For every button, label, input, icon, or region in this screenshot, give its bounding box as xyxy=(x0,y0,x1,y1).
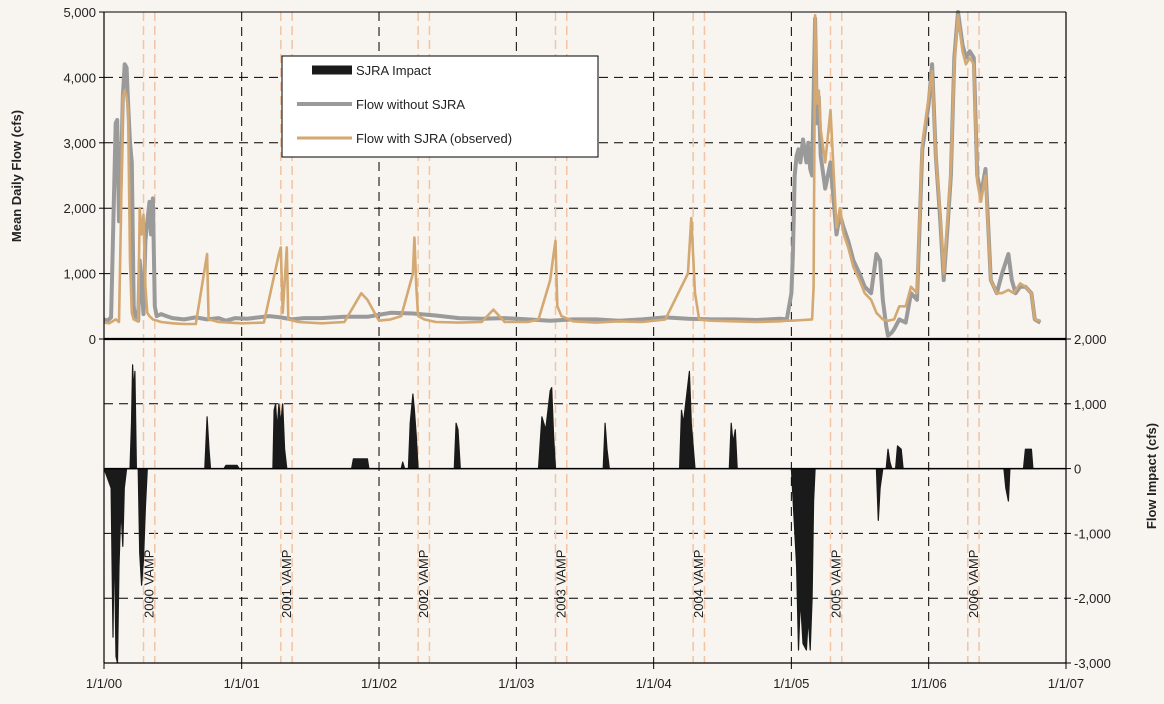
y-tick-label-left: 0 xyxy=(89,332,96,347)
vamp-markers: 2000 VAMP 2001 VAMP 2002 VAMP 2003 VAMP 2004… xyxy=(142,12,981,663)
y-tick-label-left: 4,000 xyxy=(63,70,96,85)
x-tick-label: 1/1/01 xyxy=(224,676,260,691)
x-tick-label: 1/1/00 xyxy=(86,676,122,691)
y-axis-title-right: Flow Impact (cfs) xyxy=(1144,423,1159,529)
vamp-label: 2005 VAMP xyxy=(828,550,843,618)
tick-labels: 0 1,000 2,000 3,000 4,000 5,000 -3,000 -2,000 -1… xyxy=(63,5,1110,691)
impact-panel xyxy=(103,364,1066,664)
vamp-label: 2002 VAMP xyxy=(416,550,431,618)
y-tick-label-left: 3,000 xyxy=(63,136,96,151)
x-tick-label: 1/1/07 xyxy=(1048,676,1084,691)
y-axis-title-left: Mean Daily Flow (cfs) xyxy=(9,110,24,242)
legend: SJRA Impact Flow without SJRA Flow with … xyxy=(281,55,599,158)
x-tick-label: 1/1/03 xyxy=(498,676,534,691)
vamp-label: 2001 VAMP xyxy=(279,550,294,618)
legend-label-without: Flow without SJRA xyxy=(356,97,465,112)
y-tick-label-left: 1,000 xyxy=(63,267,96,282)
vamp-label: 2000 VAMP xyxy=(142,550,157,618)
series-flow-with-sjra xyxy=(103,14,1041,326)
x-tick-label: 1/1/04 xyxy=(636,676,672,691)
y-tick-label-right: 2,000 xyxy=(1074,332,1107,347)
x-tick-label: 1/1/05 xyxy=(773,676,809,691)
x-tick-label: 1/1/02 xyxy=(361,676,397,691)
x-tick-label: 1/1/06 xyxy=(911,676,947,691)
legend-label-impact: SJRA Impact xyxy=(356,63,432,78)
y-tick-label-right: 1,000 xyxy=(1074,397,1107,412)
flow-panel xyxy=(103,10,1042,338)
y-tick-label-left: 2,000 xyxy=(63,201,96,216)
y-tick-label-right: -3,000 xyxy=(1074,656,1111,671)
axes xyxy=(103,11,1067,664)
y-tick-label-right: 0 xyxy=(1074,462,1081,477)
vamp-label: 2006 VAMP xyxy=(966,550,981,618)
vamp-label: 2003 VAMP xyxy=(553,550,568,618)
y-tick-label-left: 5,000 xyxy=(63,5,96,20)
y-tick-label-right: -1,000 xyxy=(1074,526,1111,541)
vamp-label: 2004 VAMP xyxy=(691,550,706,618)
y-tick-label-right: -2,000 xyxy=(1074,591,1111,606)
legend-label-with: Flow with SJRA (observed) xyxy=(356,131,512,146)
